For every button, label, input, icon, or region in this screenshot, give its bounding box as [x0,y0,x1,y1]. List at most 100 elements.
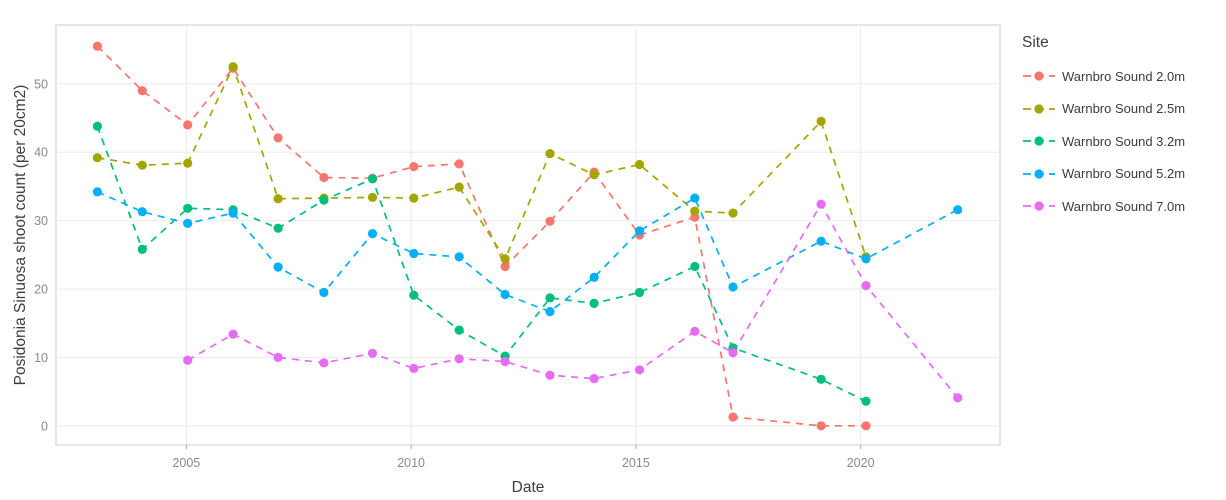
legend-item-label: Warnbro Sound 3.2m [1062,133,1186,149]
y-tick-label: 0 [41,419,48,433]
data-point [454,252,464,262]
legend-key-icon [1023,136,1055,146]
series-points-warnbro-sound-7-0m [183,199,963,403]
panel-background [55,24,1001,446]
data-point [545,293,555,303]
data-point [634,287,645,298]
legend-key-point [1034,136,1044,146]
data-point [861,396,871,406]
data-point [367,229,378,239]
data-point [545,370,555,380]
x-tick-label: 2015 [622,456,650,470]
legend-key-icon [1023,104,1055,114]
legend-item-warnbro-sound-7-0m: Warnbro Sound 7.0m [1022,190,1185,223]
data-point [367,348,378,358]
x-tick-label: 2010 [397,456,425,470]
legend-key-point [1034,169,1044,179]
data-point [409,162,419,172]
legend-key-point [1034,71,1044,81]
legend-key-icon [1023,71,1055,81]
data-point [500,289,510,300]
data-point [728,412,738,422]
legend-item-label: Warnbro Sound 2.0m [1062,68,1186,84]
data-point [953,205,963,215]
data-point [273,262,283,272]
data-point [273,133,283,143]
data-point [953,393,963,403]
data-point [183,120,193,130]
data-point [634,365,645,375]
data-point [589,374,599,384]
legend-item-label: Warnbro Sound 7.0m [1062,198,1186,214]
legend-key-icon [1023,201,1055,211]
data-point [228,208,238,218]
data-point [183,203,193,213]
data-point [409,290,419,300]
data-point [634,226,645,236]
data-point [816,421,826,431]
data-point [137,160,147,170]
data-point [454,182,464,192]
y-tick-label: 40 [34,146,48,160]
x-tick-label: 2020 [847,456,875,470]
data-point [273,352,283,362]
series-points-warnbro-sound-5-2m [92,187,963,317]
data-point [861,421,871,431]
data-point [634,159,645,170]
data-point [183,218,193,228]
data-point [228,329,238,339]
data-point [545,149,555,159]
x-tick-label: 2005 [172,456,200,470]
data-point [228,62,238,72]
data-point [861,254,871,264]
y-tick-label: 30 [34,214,48,228]
data-point [500,254,510,264]
legend: Site Warnbro Sound 2.0m Warnbro Sound 2.5… [1022,34,1185,223]
data-point [409,248,419,259]
data-point [454,325,464,335]
legend-item-label: Warnbro Sound 2.5m [1062,101,1186,117]
data-point [92,41,102,51]
data-point [816,199,826,209]
data-point [545,307,555,317]
data-point [728,348,738,358]
data-point [454,354,464,364]
legend-item-warnbro-sound-3-2m: Warnbro Sound 3.2m [1022,125,1185,158]
y-axis-title: Posidonia Sinuosa shoot count (per 20cm2… [12,84,29,386]
legend-items: Warnbro Sound 2.0m Warnbro Sound 2.5m Warn… [1022,60,1185,223]
data-point [545,216,555,226]
data-point [690,261,700,272]
data-point [92,153,102,163]
data-point [367,174,378,184]
series-line-warnbro-sound-7-0m [187,202,959,399]
data-point [137,207,147,217]
data-point [589,298,599,308]
data-point [500,261,510,272]
data-point [319,287,329,298]
data-point [137,86,147,96]
data-point [137,244,147,254]
series-line-warnbro-sound-5-2m [97,191,959,313]
legend-key-icon [1023,169,1055,179]
data-point [319,172,329,183]
data-point [183,355,193,365]
legend-item-label: Warnbro Sound 5.2m [1062,166,1186,182]
data-point [319,358,329,368]
legend-key-point [1034,104,1044,114]
data-point [92,187,102,197]
series-line-warnbro-sound-2-5m [97,64,867,261]
data-point [861,281,871,291]
data-point [319,195,329,205]
data-point [500,356,510,367]
data-point [690,326,700,336]
data-point [409,363,419,373]
data-point [690,206,700,216]
data-point [690,193,700,203]
gridlines [56,25,1000,445]
legend-item-warnbro-sound-2-5m: Warnbro Sound 2.5m [1022,93,1185,126]
legend-key-point [1034,201,1044,211]
data-point [816,116,826,126]
series-points [92,41,963,431]
data-point [409,193,419,203]
